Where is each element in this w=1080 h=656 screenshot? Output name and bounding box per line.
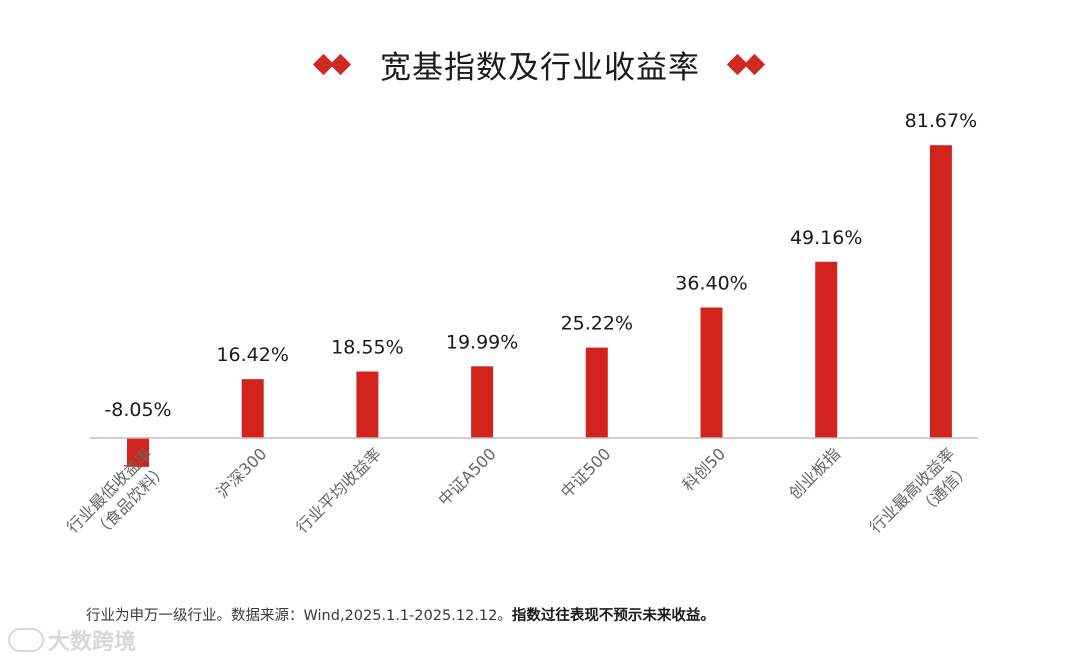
footnote-source: 行业为申万一级行业。数据来源：Wind,2025.1.1-2025.12.12。	[86, 608, 512, 624]
tick-label-6: 创业板指	[785, 444, 844, 503]
bar-3	[471, 366, 494, 438]
data-label-7: 81.67%	[905, 110, 977, 132]
bar-5	[700, 307, 723, 438]
tick-label-4: 中证500	[557, 444, 615, 502]
data-label-6: 49.16%	[790, 227, 862, 249]
footnote-disclaimer: 指数过往表现不预示未来收益。	[511, 608, 715, 624]
tick-label-line: 沪深300	[213, 444, 271, 502]
watermark-text: 大数跨境	[48, 630, 137, 655]
data-label-0: -8.05%	[104, 399, 171, 421]
tick-label-1: 沪深300	[213, 444, 271, 502]
tick-label-7: 行业最高收益率（通信）	[866, 444, 974, 537]
watermark-logo-icon	[8, 628, 44, 652]
chart-title-row: 宽基指数及行业收益率	[0, 36, 1080, 92]
data-label-4: 25.22%	[561, 313, 633, 335]
footnote: 行业为申万一级行业。数据来源：Wind,2025.1.1-2025.12.12。…	[86, 604, 715, 625]
tick-label-0: 行业最低收益率（食品饮料）	[63, 444, 171, 541]
bar-0	[127, 438, 149, 467]
tick-label-line: 行业平均收益率	[292, 444, 385, 537]
bar-7	[929, 145, 952, 438]
data-label-1: 16.42%	[216, 344, 288, 366]
tick-label-3: 中证A500	[434, 444, 499, 509]
tick-label-line: 中证500	[557, 444, 615, 502]
tick-label-line: 创业板指	[785, 444, 844, 503]
data-label-2: 18.55%	[331, 336, 403, 358]
watermark: 大数跨境	[8, 624, 136, 656]
bar-6	[815, 261, 838, 438]
tick-label-5: 科创50	[679, 444, 729, 494]
data-label-5: 36.40%	[675, 273, 747, 295]
bar-4	[585, 347, 608, 438]
bar-2	[356, 371, 379, 438]
bar-1	[241, 379, 264, 438]
data-label-3: 19.99%	[446, 331, 518, 353]
tick-label-line: 中证A500	[434, 444, 499, 509]
chart-title: 宽基指数及行业收益率	[380, 49, 700, 86]
tick-label-2: 行业平均收益率	[292, 444, 385, 537]
tick-label-line: 科创50	[679, 444, 729, 494]
